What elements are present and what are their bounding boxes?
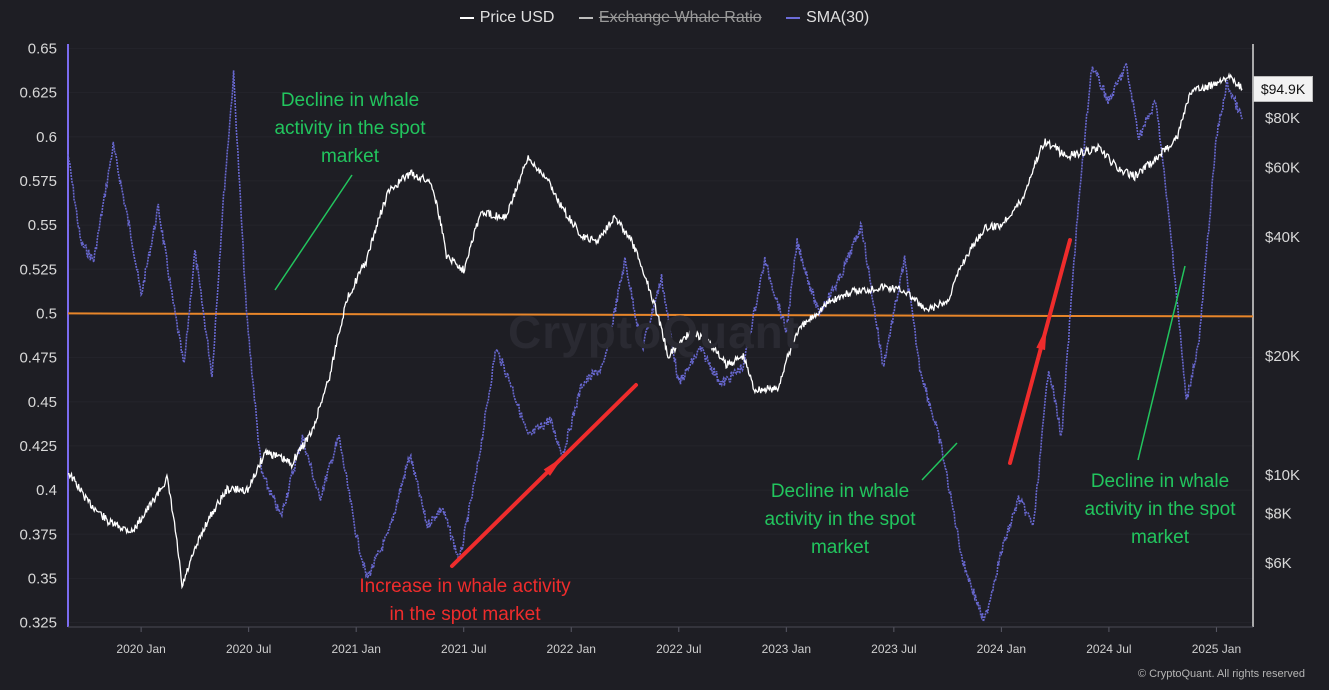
x-tick-label: 2021 Jul [441,642,486,656]
x-tick-label: 2020 Jul [226,642,271,656]
x-tick-label: 2025 Jan [1192,642,1241,656]
legend-item-price[interactable]: Price USD [459,9,555,27]
legend-item-sma[interactable]: SMA(30) [786,9,869,27]
right-tick-label: $10K [1265,467,1300,484]
annotation-line: Decline in whale [770,481,910,502]
x-tick-label: 2022 Jul [656,642,701,656]
annotation-pointer [274,174,353,291]
legend: Price USD Exchange Whale Ratio SMA(30) [0,6,1329,27]
right-tick-label: $40K [1265,229,1300,246]
sma-series-line [67,62,1243,622]
left-tick-label: 0.65 [28,40,57,57]
annotation-line: market [810,537,870,558]
annotation-line: market [1130,527,1190,548]
ratio-swatch-icon [578,17,593,19]
sma-swatch-icon [786,17,801,19]
left-tick-label: 0.625 [19,85,57,102]
threshold-line [67,312,1254,318]
annotation-line: Decline in whale [280,90,420,111]
right-tick-label: $80K [1265,110,1300,127]
annotation-pointer [1137,265,1186,461]
price-swatch-icon [459,17,474,19]
watermark: CryptoQuant [508,306,801,358]
legend-price-label: Price USD [479,9,555,26]
annotation-bottom-right-1: Decline in whale activity in the spot ma… [735,478,945,562]
left-tick-label: 0.6 [36,129,57,146]
price-series-line [68,72,1243,590]
red-arrow-head [543,456,564,476]
x-tick-label: 2020 Jan [116,642,165,656]
x-tick-label: 2021 Jan [331,642,380,656]
right-tick-label: $20K [1265,348,1300,365]
annotation-top-left: Decline in whale activity in the spot ma… [245,87,455,171]
red-arrow-head [1036,326,1047,351]
left-tick-label: 0.525 [19,261,57,278]
annotation-line: activity in the spot [274,118,426,139]
annotation-bottom-center: Increase in whale activity in the spot m… [325,573,605,629]
left-tick-label: 0.325 [19,615,57,632]
annotation-line: activity in the spot [764,509,916,530]
x-tick-label: 2024 Jul [1086,642,1131,656]
annotation-line: Increase in whale activity [359,576,571,597]
red-arrow [1008,238,1072,465]
right-tick-label: $6K [1265,555,1292,572]
right-tick-label: $8K [1265,506,1292,523]
annotation-line: activity in the spot [1084,499,1236,520]
credit-text: © CryptoQuant. All rights reserved [1137,668,1305,680]
x-tick-label: 2022 Jan [547,642,596,656]
left-tick-label: 0.55 [28,217,57,234]
annotation-line: in the spot market [389,604,541,625]
right-tick-label: $60K [1265,159,1300,176]
x-tick-label: 2024 Jan [977,642,1026,656]
legend-item-ratio[interactable]: Exchange Whale Ratio [578,9,762,27]
current-price-tag: $94.9K [1253,76,1313,102]
annotation-pointer [921,442,958,481]
x-tick-label: 2023 Jul [871,642,916,656]
left-tick-label: 0.425 [19,438,57,455]
annotation-line: market [320,146,380,167]
legend-ratio-label: Exchange Whale Ratio [598,9,762,26]
annotation-bottom-right-2: Decline in whale activity in the spot ma… [1055,468,1265,552]
annotation-line: Decline in whale [1090,471,1230,492]
left-tick-label: 0.5 [36,305,57,322]
left-tick-label: 0.4 [36,482,57,499]
left-tick-label: 0.475 [19,350,57,367]
left-tick-label: 0.575 [19,173,57,190]
red-arrow [450,383,638,568]
left-tick-label: 0.375 [19,526,57,543]
left-tick-label: 0.35 [28,570,57,587]
left-tick-label: 0.45 [28,394,57,411]
legend-sma-label: SMA(30) [806,9,870,26]
x-tick-label: 2023 Jan [762,642,811,656]
